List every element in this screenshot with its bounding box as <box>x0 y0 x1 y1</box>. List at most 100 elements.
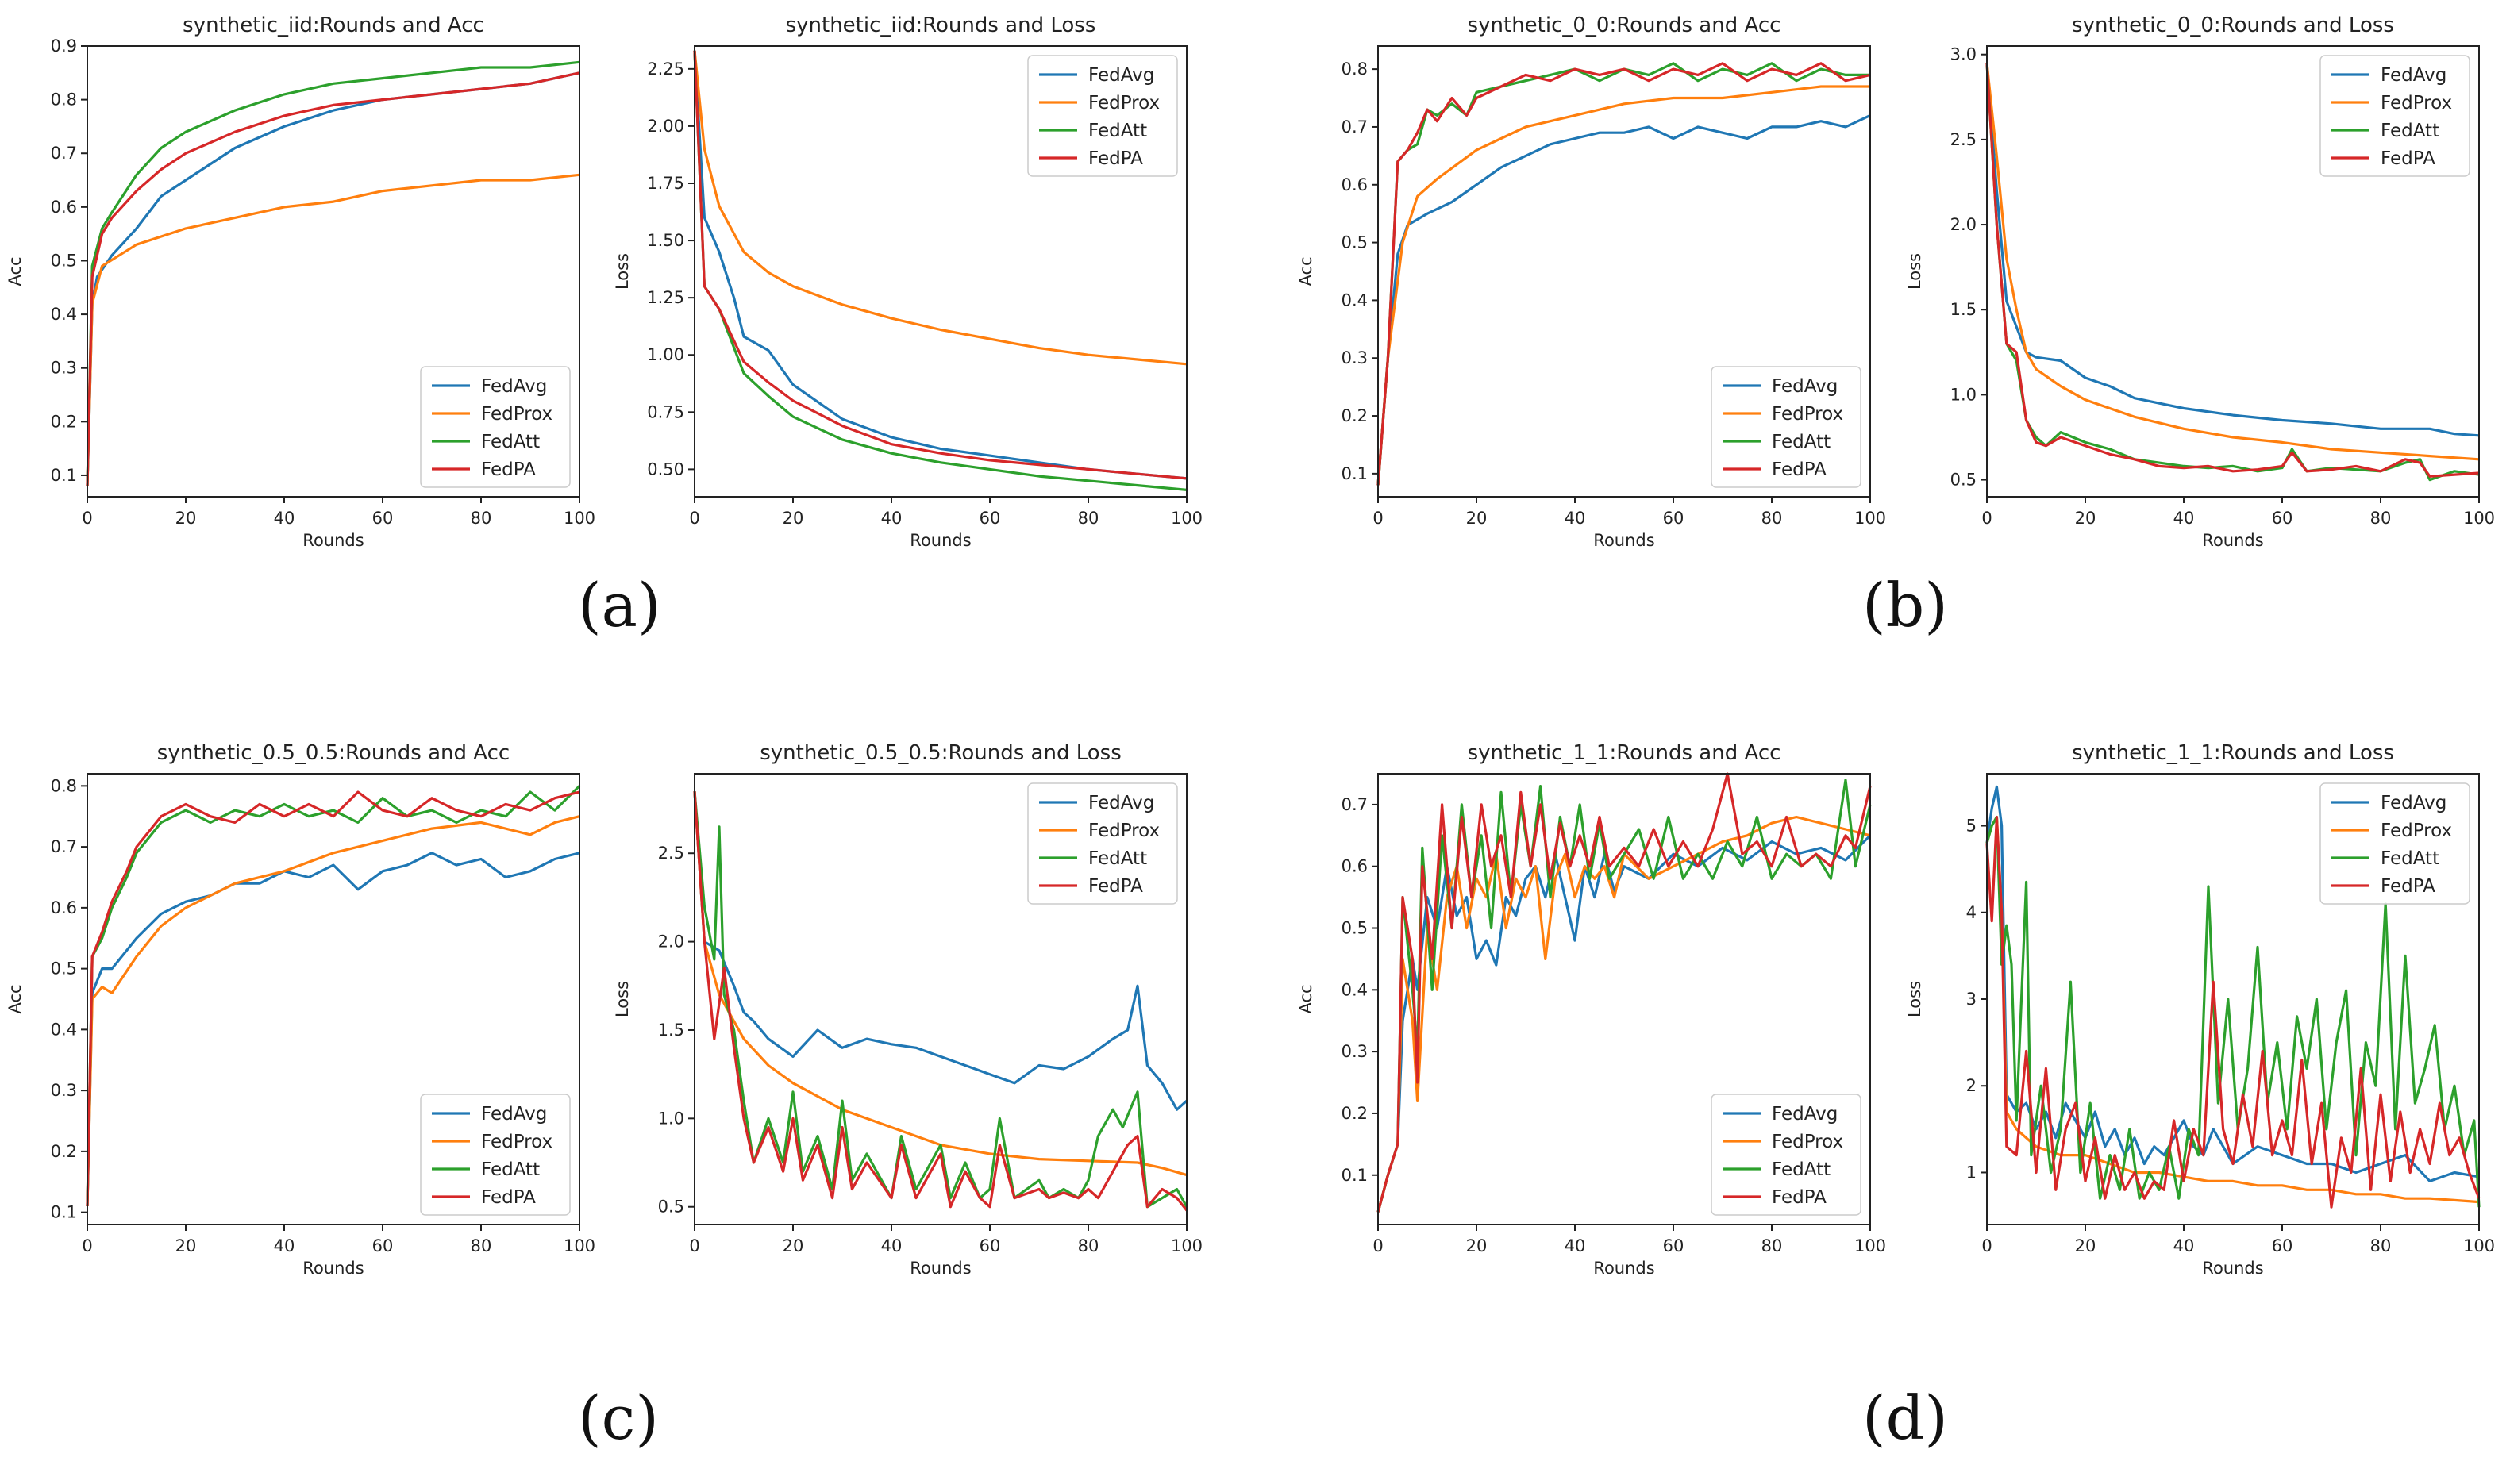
series-line-fedprox <box>86 815 580 1207</box>
x-axis-label: Rounds <box>2202 1259 2263 1278</box>
x-tick-label: 40 <box>274 509 295 528</box>
legend-label-fedavg: FedAvg <box>2381 65 2446 86</box>
series-line-fedavg <box>1376 113 1871 486</box>
plot-frame <box>1377 773 1871 1225</box>
chart-synthetic-iid-acc: synthetic_iid:Rounds and Acc 0 20 40 60 80 100… <box>6 13 595 550</box>
x-tick-label: 20 <box>2075 509 2096 528</box>
y-tick-label: 0.6 <box>1342 857 1368 876</box>
x-tick-label: 80 <box>1761 509 1783 528</box>
x-axis-label: Rounds <box>910 531 971 550</box>
y-tick-label: 0.3 <box>1342 1042 1368 1061</box>
x-tick-label: 20 <box>783 509 804 528</box>
chart-synthetic-1-1-loss: synthetic_1_1:Rounds and Loss 0 20 40 60 80 10… <box>1905 741 2495 1278</box>
y-tick-label: 1.5 <box>658 1021 684 1040</box>
legend-label-fedavg: FedAvg <box>2381 793 2446 813</box>
legend-box <box>1711 1094 1861 1216</box>
plot-frame <box>694 45 1188 498</box>
x-tick-label: 60 <box>1663 509 1684 528</box>
x-axis-label: Rounds <box>302 1259 364 1278</box>
y-tick-label: 0.8 <box>51 776 77 795</box>
chart-synthetic-0-0-loss: synthetic_0_0:Rounds and Loss 0 20 40 60 80 10… <box>1905 13 2495 550</box>
series-line-fedprox <box>693 50 1188 366</box>
x-tick-label: 100 <box>2463 1236 2495 1255</box>
legend: FedAvg FedProx FedAtt FedPA <box>420 366 571 488</box>
legend-label-fedavg: FedAvg <box>481 1104 547 1125</box>
y-axis-label: Loss <box>613 981 632 1017</box>
series-line-fedavg <box>693 791 1188 1111</box>
legend-label-fedpa: FedPA <box>1088 876 1143 897</box>
series-line-fedatt <box>86 60 580 486</box>
x-tick-label: 40 <box>1565 1236 1586 1255</box>
y-tick-label: 1.75 <box>647 174 684 193</box>
y-tick-label: 0.7 <box>51 144 77 163</box>
plot-frame <box>87 773 580 1225</box>
panel-b: synthetic_0_0:Rounds and Acc 0 20 40 60 80 100… <box>1296 13 2495 550</box>
y-tick-label: 1.0 <box>658 1109 684 1128</box>
legend-label-fedprox: FedProx <box>1772 1132 1843 1152</box>
y-axis-label: Acc <box>1296 256 1315 286</box>
y-tick-label: 0.3 <box>51 359 77 378</box>
plot-frame <box>1986 45 2480 498</box>
y-tick-label: 2.25 <box>647 60 684 79</box>
x-axis-label: Rounds <box>1593 531 1654 550</box>
y-tick-label: 0.8 <box>51 90 77 110</box>
series-line-fedpa <box>1376 62 1871 486</box>
legend-label-fedpa: FedPA <box>481 459 536 480</box>
x-tick-label: 100 <box>1854 1236 1886 1255</box>
legend: FedAvg FedProx FedAtt FedPA <box>2319 55 2470 177</box>
legend-label-fedavg: FedAvg <box>1088 65 1154 86</box>
x-tick-label: 0 <box>689 1236 699 1255</box>
y-tick-label: 0.75 <box>647 402 684 421</box>
y-tick-label: 0.1 <box>51 466 77 485</box>
series-line-fedavg <box>86 852 580 1207</box>
x-tick-label: 60 <box>980 509 1001 528</box>
legend-label-fedprox: FedProx <box>1088 821 1160 841</box>
x-tick-label: 60 <box>372 1236 394 1255</box>
y-tick-label: 1.0 <box>1950 385 1977 404</box>
x-axis-label: Rounds <box>910 1259 971 1278</box>
legend-label-fedavg: FedAvg <box>1772 376 1838 397</box>
series-line-fedpa <box>1376 772 1872 1213</box>
y-tick-label: 1.00 <box>647 345 684 364</box>
legend-box <box>2319 55 2470 177</box>
chart-title: synthetic_1_1:Rounds and Acc <box>1468 741 1781 765</box>
x-tick-label: 40 <box>881 1236 903 1255</box>
y-axis-label: Acc <box>1296 984 1315 1013</box>
panel-c: synthetic_0.5_0.5:Rounds and Acc 0 20 40 60 8… <box>6 741 1203 1278</box>
legend: FedAvg FedProx FedAtt FedPA <box>2319 782 2470 905</box>
y-tick-label: 1.25 <box>647 288 684 307</box>
y-tick-label: 0.5 <box>1342 919 1368 938</box>
legend-label-fedprox: FedProx <box>2381 93 2452 113</box>
y-tick-label: 0.4 <box>51 305 77 324</box>
series-line-fedprox <box>1985 63 2480 461</box>
x-tick-label: 0 <box>82 509 92 528</box>
y-axis-label: Acc <box>6 256 25 286</box>
series-line-fedprox <box>1985 816 2480 1204</box>
y-tick-label: 0.5 <box>51 251 77 270</box>
x-tick-label: 100 <box>1171 1236 1203 1255</box>
y-tick-label: 0.5 <box>658 1198 684 1217</box>
y-tick-label: 0.5 <box>1950 471 1977 490</box>
x-tick-label: 20 <box>2075 1236 2096 1255</box>
legend: FedAvg FedProx FedAtt FedPA <box>1711 366 1861 488</box>
x-tick-label: 40 <box>2173 509 2195 528</box>
legend-label-fedpa: FedPA <box>1088 148 1143 169</box>
legend-box <box>1027 55 1178 177</box>
x-tick-label: 80 <box>471 1236 492 1255</box>
x-tick-label: 100 <box>2463 509 2495 528</box>
series-line-fedpa <box>693 50 1188 480</box>
y-tick-label: 0.6 <box>51 898 77 917</box>
x-tick-label: 100 <box>564 509 595 528</box>
legend-label-fedprox: FedProx <box>1088 93 1160 113</box>
y-tick-label: 0.6 <box>1342 175 1368 194</box>
x-tick-label: 0 <box>1981 1236 1992 1255</box>
series-line-fedpa <box>1985 63 2480 478</box>
y-axis-label: Loss <box>1905 253 1924 290</box>
series-line-fedatt <box>1985 816 2481 1208</box>
x-tick-label: 60 <box>980 1236 1001 1255</box>
legend: FedAvg FedProx FedAtt FedPA <box>1027 782 1178 905</box>
x-tick-label: 0 <box>1372 1236 1383 1255</box>
legend-label-fedpa: FedPA <box>2381 148 2435 169</box>
